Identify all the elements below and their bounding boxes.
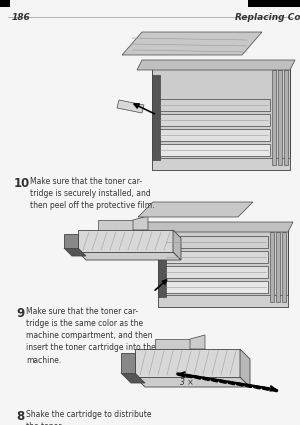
- Text: Replacing Consumables: Replacing Consumables: [235, 13, 300, 22]
- Bar: [272, 70, 276, 165]
- Text: Shake the cartridge to distribute
the toner.: Shake the cartridge to distribute the to…: [26, 410, 152, 425]
- Bar: [248, 0, 300, 7]
- Bar: [163, 236, 268, 248]
- Text: 186: 186: [12, 13, 31, 22]
- Text: Make sure that the toner car-
tridge is securely installed, and
then peel off th: Make sure that the toner car- tridge is …: [30, 177, 154, 210]
- Bar: [158, 237, 166, 297]
- Text: 3 ×: 3 ×: [180, 378, 194, 387]
- Polygon shape: [137, 60, 295, 70]
- Bar: [163, 266, 268, 278]
- Bar: [0, 0, 10, 7]
- Polygon shape: [190, 335, 205, 349]
- Bar: [158, 227, 288, 307]
- Bar: [276, 232, 280, 302]
- Bar: [157, 114, 270, 126]
- Polygon shape: [78, 230, 173, 252]
- Bar: [157, 129, 270, 141]
- Bar: [152, 75, 160, 160]
- Polygon shape: [122, 32, 262, 55]
- Polygon shape: [64, 248, 86, 256]
- Bar: [158, 295, 288, 307]
- Polygon shape: [121, 353, 135, 373]
- Polygon shape: [173, 230, 181, 260]
- Bar: [282, 232, 286, 302]
- Polygon shape: [98, 220, 133, 230]
- Polygon shape: [240, 349, 250, 387]
- Polygon shape: [135, 377, 250, 387]
- Bar: [157, 144, 270, 156]
- Bar: [163, 251, 268, 263]
- Bar: [284, 70, 288, 165]
- Bar: [163, 281, 268, 293]
- Polygon shape: [138, 202, 253, 217]
- Polygon shape: [117, 100, 144, 113]
- Bar: [278, 70, 282, 165]
- Polygon shape: [143, 222, 293, 232]
- Text: 8: 8: [16, 410, 24, 423]
- Text: Make sure that the toner car-
tridge is the same color as the
machine compartmen: Make sure that the toner car- tridge is …: [26, 307, 156, 365]
- Polygon shape: [155, 339, 190, 349]
- Polygon shape: [133, 216, 148, 230]
- Polygon shape: [135, 349, 240, 377]
- Text: 9: 9: [16, 307, 24, 320]
- Polygon shape: [78, 252, 181, 260]
- Polygon shape: [64, 234, 78, 248]
- Text: 10: 10: [14, 177, 30, 190]
- Bar: [157, 99, 270, 111]
- Bar: [270, 232, 274, 302]
- Bar: [152, 158, 290, 170]
- Bar: [152, 65, 290, 170]
- Polygon shape: [121, 373, 145, 383]
